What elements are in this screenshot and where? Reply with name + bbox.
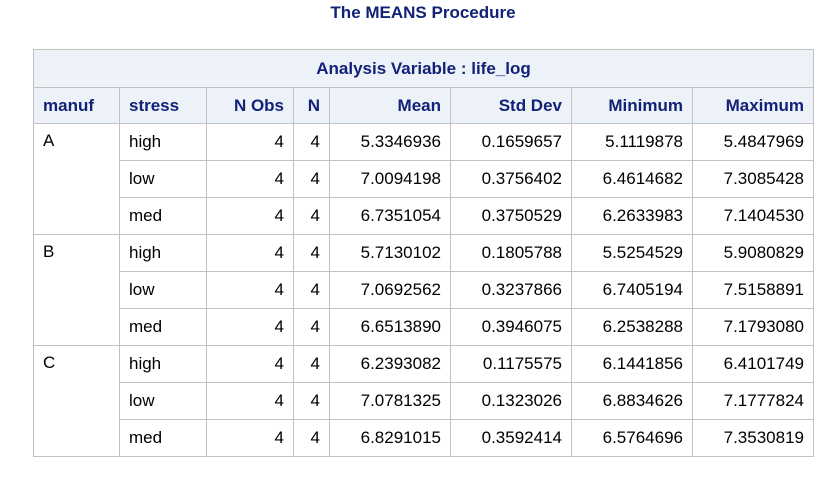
- table-row: low 4 4 7.0094198 0.3756402 6.4614682 7.308542…: [33, 160, 814, 198]
- minimum-cell: 5.1119878: [571, 123, 693, 161]
- manuf-cell: C: [33, 345, 120, 383]
- maximum-cell: 7.1777824: [692, 382, 814, 420]
- std-dev-cell: 0.3237866: [450, 271, 572, 309]
- mean-cell: 7.0692562: [329, 271, 451, 309]
- n-cell: 4: [293, 197, 330, 235]
- maximum-cell: 7.1404530: [692, 197, 814, 235]
- manuf-cell: [33, 160, 120, 198]
- manuf-cell: [33, 419, 120, 457]
- mean-cell: 6.7351054: [329, 197, 451, 235]
- std-dev-cell: 0.1323026: [450, 382, 572, 420]
- nobs-cell: 4: [206, 271, 294, 309]
- stress-cell: high: [119, 123, 207, 161]
- column-header-std-dev: Std Dev: [450, 87, 572, 124]
- manuf-cell: B: [33, 234, 120, 272]
- maximum-cell: 6.4101749: [692, 345, 814, 383]
- table-row: low 4 4 7.0692562 0.3237866 6.7405194 7.515889…: [33, 271, 814, 309]
- maximum-cell: 7.3530819: [692, 419, 814, 457]
- column-header-manuf: manuf: [33, 87, 120, 124]
- nobs-cell: 4: [206, 382, 294, 420]
- nobs-cell: 4: [206, 308, 294, 346]
- nobs-cell: 4: [206, 345, 294, 383]
- maximum-cell: 5.9080829: [692, 234, 814, 272]
- table-row: low 4 4 7.0781325 0.1323026 6.8834626 7.177782…: [33, 382, 814, 420]
- stress-cell: med: [119, 197, 207, 235]
- column-header-n: N: [293, 87, 330, 124]
- std-dev-cell: 0.1805788: [450, 234, 572, 272]
- stress-cell: low: [119, 160, 207, 198]
- maximum-cell: 7.1793080: [692, 308, 814, 346]
- maximum-cell: 7.3085428: [692, 160, 814, 198]
- column-header-row: manuf stress N Obs N Mean Std Dev Minimu…: [33, 87, 814, 124]
- std-dev-cell: 0.3750529: [450, 197, 572, 235]
- means-table: Analysis Variable : life_log manuf stres…: [33, 49, 814, 457]
- std-dev-cell: 0.3946075: [450, 308, 572, 346]
- stress-cell: high: [119, 345, 207, 383]
- column-header-mean: Mean: [329, 87, 451, 124]
- minimum-cell: 6.2538288: [571, 308, 693, 346]
- n-cell: 4: [293, 308, 330, 346]
- maximum-cell: 7.5158891: [692, 271, 814, 309]
- std-dev-cell: 0.3756402: [450, 160, 572, 198]
- stress-cell: low: [119, 271, 207, 309]
- stress-cell: med: [119, 419, 207, 457]
- mean-cell: 6.6513890: [329, 308, 451, 346]
- mean-cell: 5.7130102: [329, 234, 451, 272]
- manuf-cell: A: [33, 123, 120, 161]
- minimum-cell: 6.5764696: [571, 419, 693, 457]
- manuf-cell: [33, 271, 120, 309]
- table-row: med 4 4 6.6513890 0.3946075 6.2538288 7.179308…: [33, 308, 814, 346]
- table-row: med 4 4 6.7351054 0.3750529 6.2633983 7.140453…: [33, 197, 814, 235]
- minimum-cell: 6.7405194: [571, 271, 693, 309]
- nobs-cell: 4: [206, 197, 294, 235]
- manuf-cell: [33, 197, 120, 235]
- column-header-nobs: N Obs: [206, 87, 294, 124]
- minimum-cell: 6.2633983: [571, 197, 693, 235]
- n-cell: 4: [293, 345, 330, 383]
- nobs-cell: 4: [206, 160, 294, 198]
- stress-cell: low: [119, 382, 207, 420]
- mean-cell: 5.3346936: [329, 123, 451, 161]
- maximum-cell: 5.4847969: [692, 123, 814, 161]
- mean-cell: 6.2393082: [329, 345, 451, 383]
- stress-cell: med: [119, 308, 207, 346]
- std-dev-cell: 0.1175575: [450, 345, 572, 383]
- procedure-title: The MEANS Procedure: [330, 3, 516, 22]
- table-row: med 4 4 6.8291015 0.3592414 6.5764696 7.353081…: [33, 419, 814, 457]
- analysis-variable-caption: Analysis Variable : life_log: [33, 49, 814, 88]
- n-cell: 4: [293, 419, 330, 457]
- nobs-cell: 4: [206, 123, 294, 161]
- n-cell: 4: [293, 234, 330, 272]
- column-header-minimum: Minimum: [571, 87, 693, 124]
- nobs-cell: 4: [206, 419, 294, 457]
- n-cell: 4: [293, 382, 330, 420]
- minimum-cell: 6.1441856: [571, 345, 693, 383]
- column-header-maximum: Maximum: [692, 87, 814, 124]
- mean-cell: 6.8291015: [329, 419, 451, 457]
- std-dev-cell: 0.1659657: [450, 123, 572, 161]
- n-cell: 4: [293, 271, 330, 309]
- minimum-cell: 6.4614682: [571, 160, 693, 198]
- nobs-cell: 4: [206, 234, 294, 272]
- minimum-cell: 5.5254529: [571, 234, 693, 272]
- stress-cell: high: [119, 234, 207, 272]
- manuf-cell: [33, 382, 120, 420]
- column-header-stress: stress: [119, 87, 207, 124]
- mean-cell: 7.0094198: [329, 160, 451, 198]
- minimum-cell: 6.8834626: [571, 382, 693, 420]
- manuf-cell: [33, 308, 120, 346]
- n-cell: 4: [293, 123, 330, 161]
- mean-cell: 7.0781325: [329, 382, 451, 420]
- std-dev-cell: 0.3592414: [450, 419, 572, 457]
- n-cell: 4: [293, 160, 330, 198]
